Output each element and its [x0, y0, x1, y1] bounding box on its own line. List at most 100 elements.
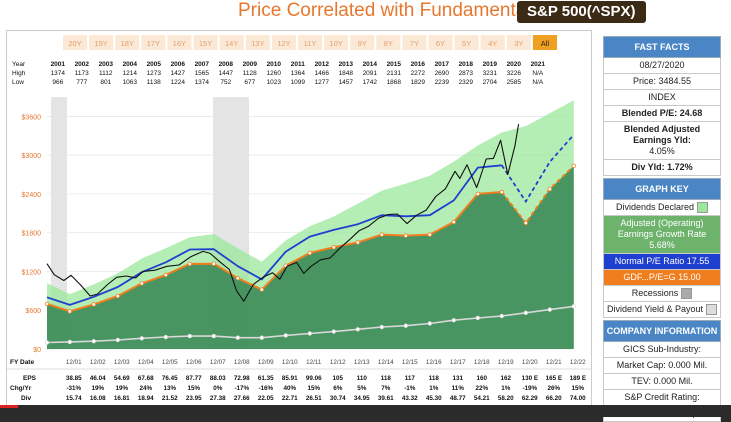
range-tab-16y[interactable] [167, 35, 192, 50]
eps-cell: 110 [357, 375, 368, 382]
gdf-line-point [355, 240, 360, 245]
fast-facts-adj-earnings: Blended Adjusted Earnings Yld: 4.05% [603, 122, 721, 160]
range-tab-5y[interactable] [454, 35, 479, 50]
eps-cell: 189 E [570, 375, 586, 382]
range-tab-label: 8Y [384, 39, 393, 48]
high-cell: 1374 [51, 70, 66, 77]
range-tab-17y[interactable] [141, 35, 166, 50]
eps-cell: 160 [477, 375, 488, 382]
chg-cell: 0% [213, 385, 223, 392]
range-tab-11y[interactable] [297, 35, 323, 50]
range-tab-6y[interactable] [428, 35, 453, 50]
gdf-line-point [91, 302, 96, 307]
eps-cell: 99.06 [306, 375, 322, 382]
range-tab-13y[interactable] [245, 35, 270, 50]
fundamentals-chart: 20Y 19Y 18Y 17Y 16Y 15Y 14Y 13Y 12Y 11Y 10Y 9Y 8Y 7Y 6… [7, 35, 591, 402]
year-cell: 2017 [435, 61, 450, 68]
low-cell: 677 [244, 79, 255, 86]
range-tab-12y[interactable] [271, 35, 296, 50]
key-earnings[interactable]: Adjusted (Operating) Earnings Growth Rat… [603, 216, 721, 255]
gdf-line-point [547, 186, 552, 192]
year-cell: 2011 [291, 61, 305, 68]
key-dividends[interactable]: Dividends Declared [603, 200, 721, 217]
fy-date-tick: 12/17 [450, 359, 466, 366]
dividend-yield-line-point [571, 304, 576, 309]
range-tab-7y[interactable] [402, 35, 427, 50]
range-tab-3y[interactable] [506, 35, 531, 50]
high-cell: 2873 [459, 70, 474, 77]
dividend-yield-line-point [355, 327, 360, 332]
year-cell: 2005 [147, 61, 162, 68]
range-tab-19y[interactable] [89, 35, 114, 50]
fast-facts-header: FAST FACTS [603, 36, 721, 58]
eps-cell: 118 [381, 375, 392, 382]
eps-row-label: EPS [23, 375, 37, 382]
range-tab-9y[interactable] [350, 35, 375, 50]
chg-cell: -19% [522, 385, 537, 392]
y-tick-label: $3600 [22, 114, 42, 121]
range-tab-18y[interactable] [115, 35, 140, 50]
gdf-line-point [44, 301, 50, 306]
year-cell: 2015 [387, 61, 402, 68]
range-tab-label: 10Y [329, 39, 342, 48]
gdf-line-point [403, 233, 408, 238]
range-tab-label: 14Y [225, 39, 238, 48]
range-tab-label: 16Y [173, 39, 186, 48]
low-cell: N/A [532, 79, 544, 86]
gdf-line-point [451, 219, 456, 225]
low-cell: 1224 [171, 79, 186, 86]
dividend-yield-line-point [547, 307, 552, 312]
video-progress [0, 405, 18, 408]
eps-cell: 54.69 [114, 375, 130, 382]
gdf-line-point [331, 245, 336, 250]
key-normal-pe[interactable]: Normal P/E Ratio 17.55 [603, 254, 721, 271]
graph-key-header: GRAPH KEY [603, 178, 721, 200]
range-tab-8y[interactable] [376, 35, 401, 50]
eps-cell: 87.77 [186, 375, 202, 382]
gdf-line-point [571, 163, 576, 169]
range-tab-10y[interactable] [324, 35, 349, 50]
key-div-yield[interactable]: Dividend Yield & Payout [603, 302, 721, 319]
chg-cell: -31% [66, 385, 81, 392]
range-tab-14y[interactable] [219, 35, 244, 50]
year-cell: 2007 [195, 61, 210, 68]
chg-cell: 1% [429, 385, 439, 392]
range-tab-label: All [541, 39, 550, 48]
eps-cell: 130 E [522, 375, 538, 382]
high-cell: 1427 [171, 70, 186, 77]
eps-cell: 61.35 [258, 375, 274, 382]
dividend-yield-line-point [307, 331, 312, 336]
range-tab-label: 3Y [514, 39, 523, 48]
chg-cell: -17% [234, 385, 249, 392]
year-cell: 2010 [267, 61, 282, 68]
high-cell: 1364 [291, 70, 306, 77]
key-recessions[interactable]: Recessions [603, 286, 721, 303]
key-gdf[interactable]: GDF...P/E=G 15.00 [603, 270, 721, 287]
gdf-line-point [379, 232, 384, 237]
range-tab-label: 9Y [358, 39, 367, 48]
div-cell: 16.81 [114, 395, 130, 402]
range-tab-4y[interactable] [480, 35, 505, 50]
low-cell: 2239 [435, 79, 450, 86]
dividend-yield-line-point [163, 334, 168, 340]
low-cell: 1023 [267, 79, 282, 86]
y-tick-label: $1800 [22, 231, 42, 238]
year-cell: 2021 [531, 61, 546, 68]
low-cell: 777 [76, 79, 87, 86]
fy-date-tick: 12/10 [282, 359, 298, 366]
video-bottom-bar [0, 405, 731, 417]
gdf-line-point [499, 189, 504, 195]
low-cell: 1277 [315, 79, 330, 86]
fy-date-tick: 12/04 [138, 359, 154, 366]
range-tab-label: 4Y [488, 39, 497, 48]
range-tab-all[interactable] [532, 35, 557, 50]
dividend-yield-line-point [403, 323, 408, 328]
range-tab-15y[interactable] [193, 35, 218, 50]
div-yield-checkbox-icon [706, 304, 718, 316]
low-cell: 966 [52, 79, 63, 86]
gdf-line-point [427, 232, 432, 237]
range-tab-20y[interactable] [63, 35, 88, 50]
div-cell: 58.20 [498, 395, 514, 402]
chg-cell: 5% [357, 385, 367, 392]
fy-date-tick: 12/13 [354, 359, 370, 366]
